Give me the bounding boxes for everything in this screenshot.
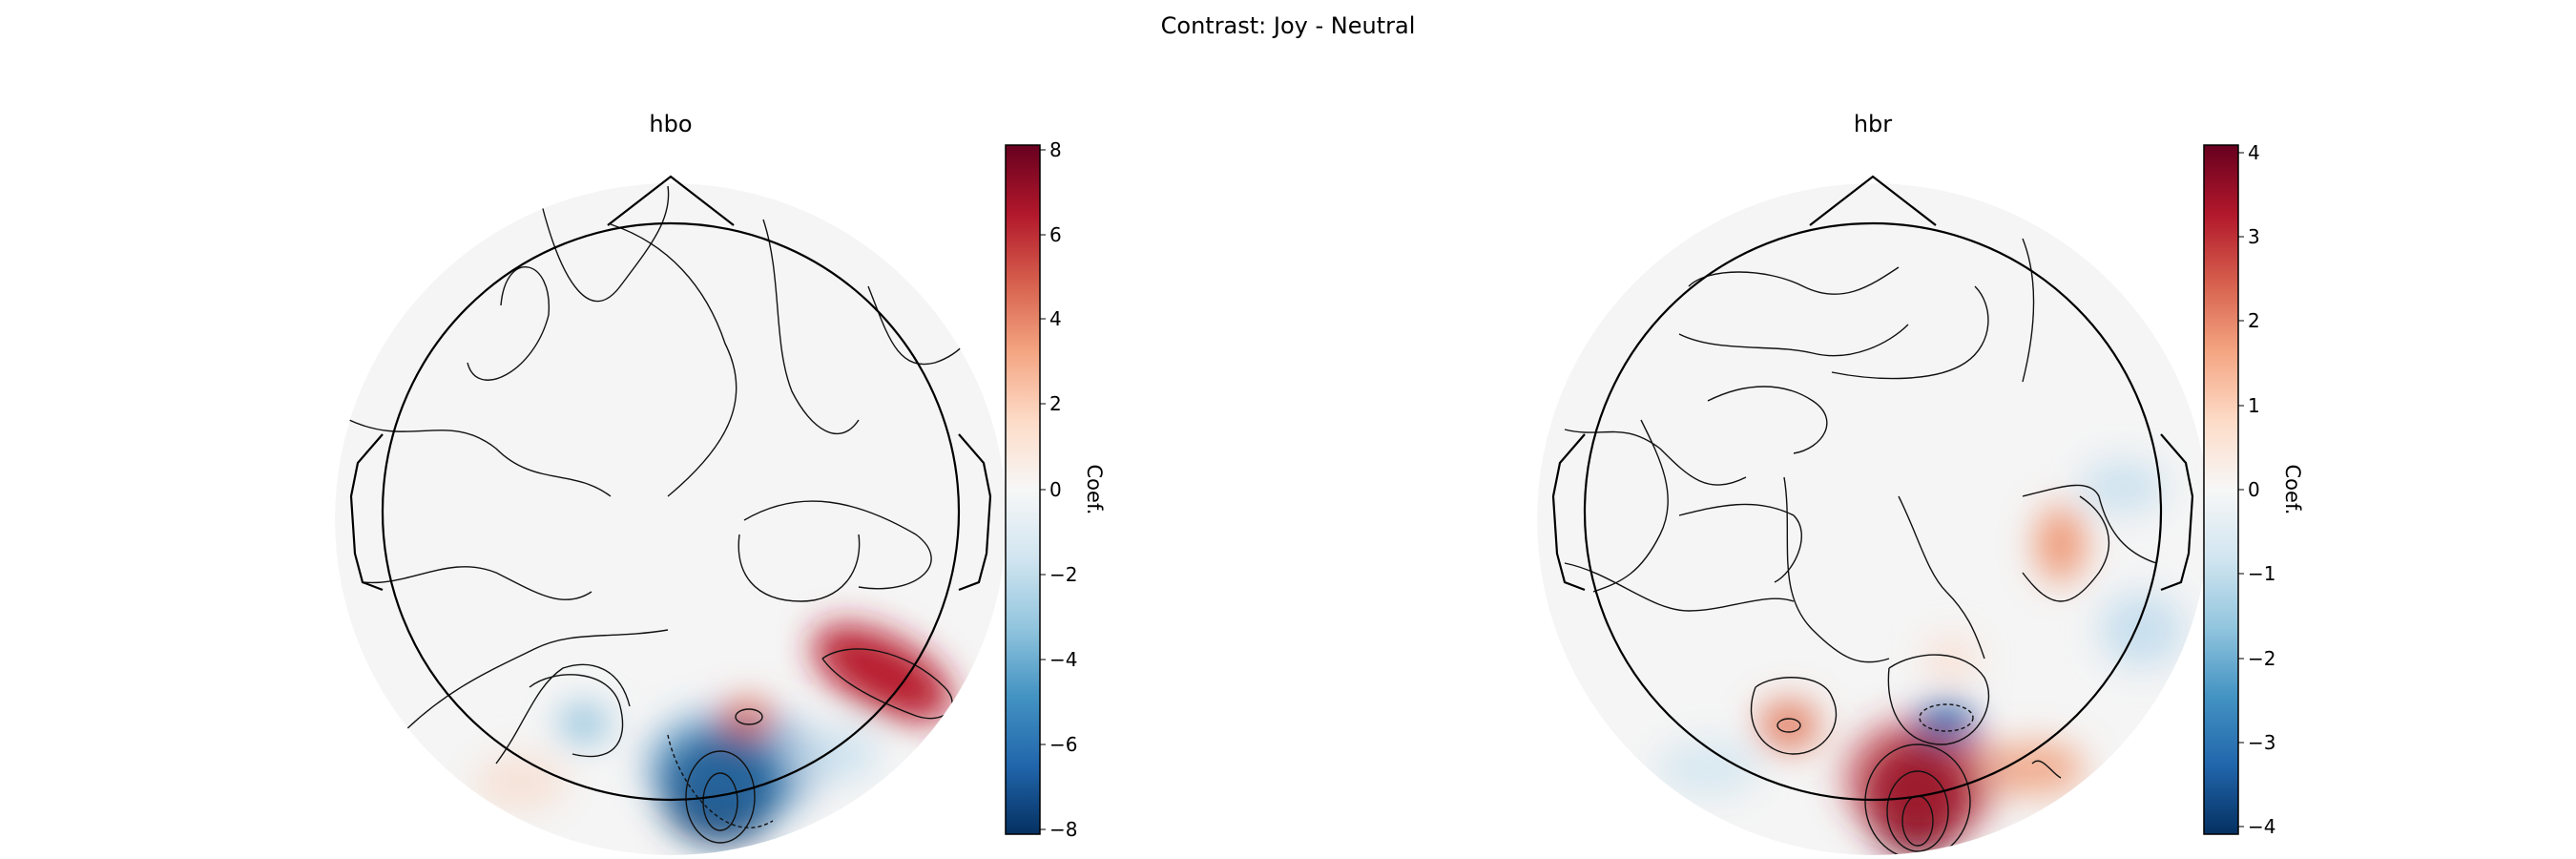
svg-text:0: 0 — [2248, 478, 2260, 501]
blob-left-lower-negative — [1655, 740, 1760, 797]
svg-text:−1: −1 — [2248, 562, 2275, 585]
left-ear-shape — [1551, 433, 1586, 592]
blob-left-lower-positive — [472, 754, 568, 811]
svg-text:4: 4 — [2248, 141, 2260, 164]
colorbar-tick: 2 — [2238, 309, 2260, 332]
blob-right-parietal-positive — [813, 624, 952, 722]
nose-shape — [1809, 175, 1937, 226]
blob-right-temporal-positive — [2036, 506, 2086, 582]
blob-center-positive — [1924, 638, 1978, 680]
figure-suptitle: Contrast: Joy - Neutral — [1161, 12, 1416, 39]
colorbar-tick: 4 — [1040, 307, 1062, 330]
blob-right-lower-negative — [801, 727, 878, 781]
blob-occipital-negative-halo — [644, 706, 825, 821]
head-circle — [1583, 221, 2163, 802]
colorbar-tick: −4 — [1040, 648, 1077, 671]
colorbar-gradient — [1005, 144, 1041, 835]
svg-text:6: 6 — [1049, 223, 1062, 246]
svg-text:−8: −8 — [1049, 818, 1077, 841]
blob-left-occipital-negative — [559, 704, 609, 743]
colorbar-tick: −2 — [1040, 563, 1077, 586]
colorbar-tick: 3 — [2238, 225, 2260, 248]
colorbar-tick: −1 — [2238, 562, 2275, 585]
panel-hbr: hbr — [1537, 111, 2304, 855]
left-ear-shape — [349, 433, 384, 592]
colorbar-tick: 8 — [1040, 138, 1062, 161]
hbr-contour-lines — [1564, 238, 2157, 855]
svg-text:8: 8 — [1049, 138, 1062, 161]
panel-hbo: hbo — [335, 111, 1106, 855]
svg-text:2: 2 — [2248, 309, 2260, 332]
topomap-hbr — [1537, 183, 2209, 855]
colorbar-tick: 6 — [1040, 223, 1062, 246]
colorbar-tick: 4 — [2238, 141, 2260, 164]
svg-text:3: 3 — [2248, 225, 2260, 248]
right-ear-shape — [958, 433, 992, 592]
colorbar-ticks-hbo: 8 6 4 2 0 −2 −4 −6 −8 — [1040, 138, 1077, 841]
svg-text:1: 1 — [2248, 394, 2260, 417]
svg-text:2: 2 — [1049, 392, 1062, 415]
topomap-background — [335, 183, 1007, 855]
blob-right-upper-negative — [2080, 460, 2166, 513]
colorbar-tick: 2 — [1040, 392, 1062, 415]
svg-text:−3: −3 — [2248, 731, 2275, 754]
colorbar-tick: −4 — [2238, 815, 2275, 838]
svg-text:−2: −2 — [1049, 563, 1077, 586]
blob-occipital-positive-halo — [1841, 716, 2004, 840]
colorbar-tick: −2 — [2238, 647, 2275, 670]
blob-right-occipital-negative — [1918, 702, 1975, 740]
right-ear-shape — [2160, 433, 2194, 592]
colorbar-tick: −6 — [1040, 733, 1077, 756]
colorbar-tick: 1 — [2238, 394, 2260, 417]
colorbar-tick: −3 — [2238, 731, 2275, 754]
colorbar-tick: −8 — [1040, 818, 1077, 841]
colorbar-ticks-hbr: 4 3 2 1 0 −1 −2 −3 −4 — [2238, 141, 2275, 838]
head-circle — [381, 221, 961, 802]
svg-text:−6: −6 — [1049, 733, 1077, 756]
colorbar-gradient — [2203, 144, 2239, 835]
svg-text:4: 4 — [1049, 307, 1062, 330]
svg-text:−2: −2 — [2248, 647, 2275, 670]
svg-text:−4: −4 — [1049, 648, 1077, 671]
colorbar-label-hbo: Coef. — [1083, 465, 1106, 515]
hbo-contour-lines — [348, 185, 984, 844]
blob-right-side-negative — [2099, 592, 2185, 668]
blob-right-occipital-positive — [722, 701, 772, 735]
colorbar-hbo: 8 6 4 2 0 −2 −4 −6 −8 Coef. — [1005, 138, 1106, 841]
topomap-hbo — [335, 183, 1007, 855]
blob-right-lower-positive — [1989, 742, 2085, 795]
topomap-background — [1537, 183, 2209, 855]
colorbar-label-hbr: Coef. — [2281, 465, 2304, 515]
colorbar-tick: 0 — [1040, 478, 1062, 501]
nose-shape — [607, 175, 735, 226]
panel-title-hbr: hbr — [1854, 111, 1892, 137]
svg-text:0: 0 — [1049, 478, 1062, 501]
head-outline-hbo — [349, 175, 992, 802]
head-outline-hbr — [1551, 175, 2194, 802]
colorbar-tick: 0 — [2238, 478, 2260, 501]
blob-left-occipital-positive — [1758, 701, 1819, 750]
svg-text:−4: −4 — [2248, 815, 2275, 838]
panel-title-hbo: hbo — [649, 111, 692, 137]
colorbar-hbr: 4 3 2 1 0 −1 −2 −3 −4 Coef. — [2203, 141, 2304, 838]
